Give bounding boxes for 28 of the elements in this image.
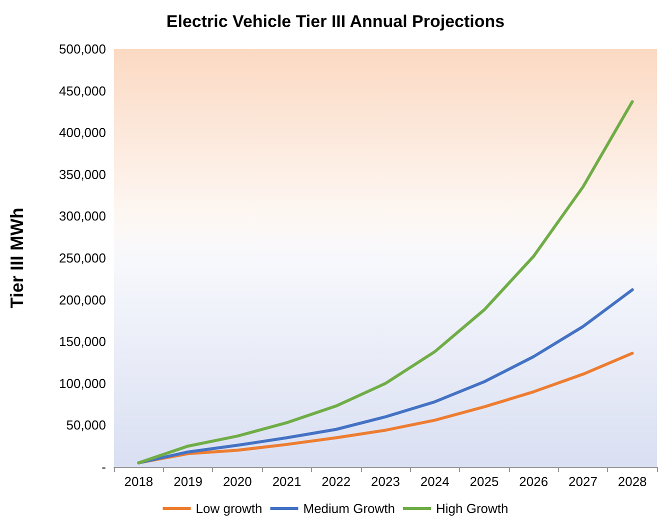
legend-label: Medium Growth [303, 501, 395, 516]
line-series [137, 100, 634, 464]
y-tick-label: 450,000 [59, 83, 106, 98]
x-tick-label: 2023 [371, 474, 400, 489]
x-tick-label: 2020 [222, 474, 252, 489]
y-tick-label: 150,000 [59, 334, 106, 350]
x-tick-label: 2028 [618, 474, 647, 489]
x-tick-label: 2024 [420, 474, 450, 489]
x-tick-label: 2021 [272, 474, 302, 489]
y-tick-label: 50,000 [66, 418, 106, 433]
y-tick-label: - [102, 460, 106, 474]
y-axis-title: Tier III MWh [7, 208, 27, 308]
x-tick-label: 2027 [568, 474, 598, 489]
y-tick-label: 300,000 [59, 208, 106, 224]
x-tick-label: 2018 [124, 474, 154, 489]
legend-label: Low growth [196, 501, 262, 516]
x-tick-label: 2025 [470, 474, 499, 489]
y-tick-label: 500,000 [59, 42, 106, 56]
y-tick-label: 100,000 [59, 376, 106, 391]
y-tick-label: 350,000 [59, 166, 106, 182]
x-tick-label: 2026 [519, 474, 548, 489]
x-tick-label: 2019 [174, 474, 203, 489]
y-tick-label: 200,000 [59, 292, 106, 308]
chart-title: Electric Vehicle Tier III Annual Projections [166, 12, 505, 31]
y-tick-label: 400,000 [59, 125, 106, 140]
y-tick-label: 250,000 [59, 250, 106, 266]
legend-label: High Growth [436, 501, 508, 516]
x-tick-label: 2022 [322, 474, 351, 489]
